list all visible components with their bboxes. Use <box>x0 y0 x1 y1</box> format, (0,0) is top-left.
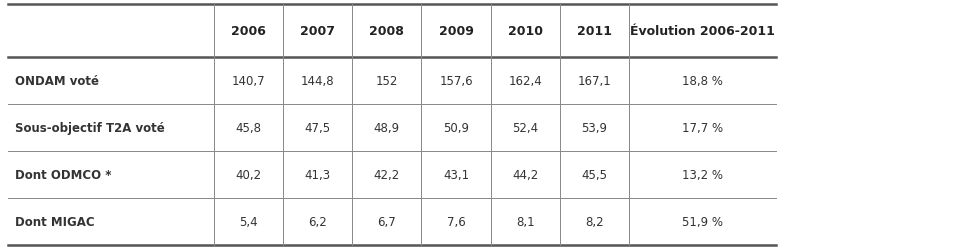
Text: 41,3: 41,3 <box>304 168 331 181</box>
Text: 42,2: 42,2 <box>373 168 400 181</box>
Text: 2011: 2011 <box>577 25 612 38</box>
Text: Sous-objectif T2A voté: Sous-objectif T2A voté <box>15 122 165 135</box>
Text: 157,6: 157,6 <box>439 75 473 88</box>
Text: 5,4: 5,4 <box>239 215 258 228</box>
Text: 44,2: 44,2 <box>512 168 539 181</box>
Text: 45,5: 45,5 <box>581 168 608 181</box>
Text: 8,2: 8,2 <box>585 215 604 228</box>
Text: Évolution 2006-2011: Évolution 2006-2011 <box>630 25 775 38</box>
Text: 2010: 2010 <box>508 25 542 38</box>
Text: 6,2: 6,2 <box>308 215 327 228</box>
Text: 2006: 2006 <box>231 25 266 38</box>
Bar <box>8 5 776 245</box>
Text: 140,7: 140,7 <box>231 75 266 88</box>
Text: 17,7 %: 17,7 % <box>682 122 723 135</box>
Text: 43,1: 43,1 <box>443 168 469 181</box>
Text: 52,4: 52,4 <box>512 122 539 135</box>
Text: Dont MIGAC: Dont MIGAC <box>15 215 95 228</box>
Text: 40,2: 40,2 <box>235 168 262 181</box>
Text: Dont ODMCO *: Dont ODMCO * <box>15 168 112 181</box>
Text: 152: 152 <box>375 75 398 88</box>
Text: 144,8: 144,8 <box>300 75 335 88</box>
Text: 8,1: 8,1 <box>516 215 535 228</box>
Text: 47,5: 47,5 <box>304 122 331 135</box>
Text: 6,7: 6,7 <box>377 215 396 228</box>
Text: ONDAM voté: ONDAM voté <box>15 75 100 88</box>
Text: 167,1: 167,1 <box>577 75 612 88</box>
Text: 2007: 2007 <box>300 25 335 38</box>
Text: 18,8 %: 18,8 % <box>682 75 723 88</box>
Text: 45,8: 45,8 <box>235 122 262 135</box>
Text: 48,9: 48,9 <box>373 122 400 135</box>
Text: 13,2 %: 13,2 % <box>682 168 723 181</box>
Text: 51,9 %: 51,9 % <box>682 215 723 228</box>
Text: 50,9: 50,9 <box>443 122 469 135</box>
Text: 7,6: 7,6 <box>446 215 466 228</box>
Text: 2008: 2008 <box>370 25 404 38</box>
Text: 53,9: 53,9 <box>581 122 608 135</box>
Text: 2009: 2009 <box>439 25 473 38</box>
Text: 162,4: 162,4 <box>508 75 542 88</box>
